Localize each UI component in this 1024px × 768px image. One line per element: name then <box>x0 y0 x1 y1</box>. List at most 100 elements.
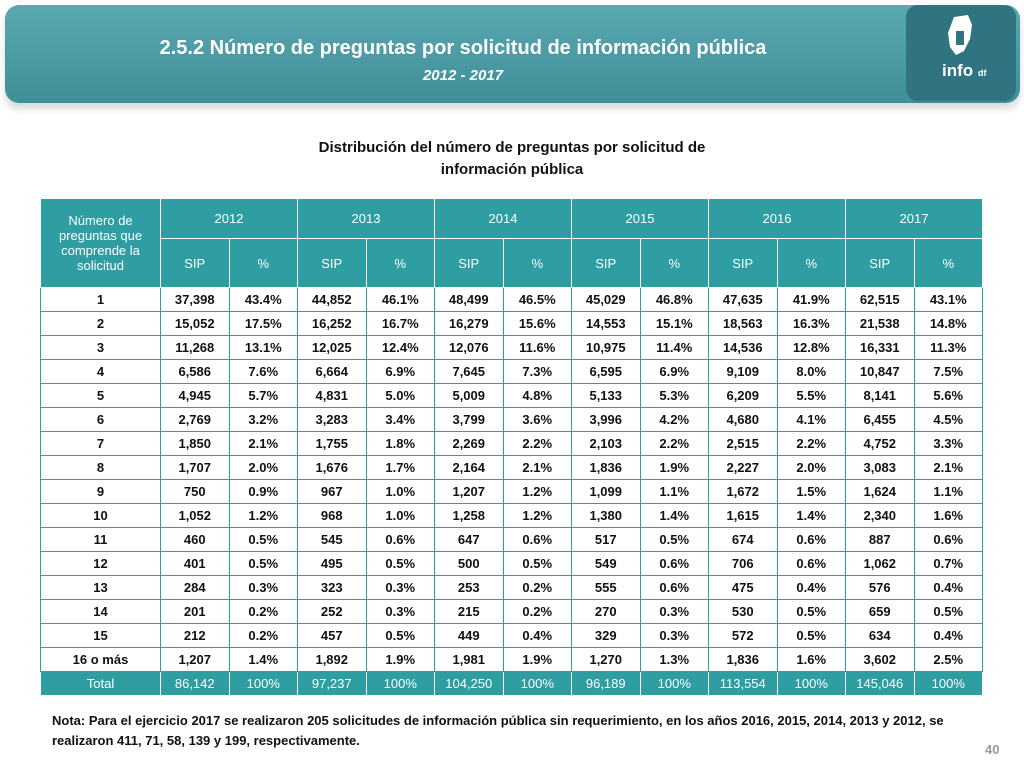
cell: 2.2% <box>776 431 846 456</box>
row-label: 10 <box>40 503 161 528</box>
cell: 2.1% <box>913 455 983 480</box>
total-cell: 104,250 <box>434 671 504 696</box>
logo-icon <box>948 15 972 55</box>
cell: 1,892 <box>297 647 367 672</box>
cell: 0.2% <box>228 623 298 648</box>
cell: 45,029 <box>571 287 641 312</box>
cell: 500 <box>434 551 504 576</box>
cell: 1.7% <box>365 455 435 480</box>
data-row: 4 6,586 7.6% 6,664 6.9% 7,645 7.3% 6,595 6.9% 9,1… <box>40 359 983 384</box>
cell: 1.3% <box>639 647 709 672</box>
cell: 457 <box>297 623 367 648</box>
cell: 1.9% <box>639 455 709 480</box>
total-label: Total <box>40 671 161 696</box>
data-row: 12 401 0.5% 495 0.5% 500 0.5% 549 0.6% 706 0.6% 1,0… <box>40 551 983 576</box>
cell: 647 <box>434 527 504 552</box>
cell: 1.2% <box>502 503 572 528</box>
cell: 1.4% <box>228 647 298 672</box>
sub-header: SIP <box>845 238 915 288</box>
cell: 15,052 <box>160 311 230 336</box>
cell: 449 <box>434 623 504 648</box>
cell: 1,062 <box>845 551 915 576</box>
cell: 16,331 <box>845 335 915 360</box>
cell: 2,227 <box>708 455 778 480</box>
cell: 0.5% <box>228 527 298 552</box>
cell: 212 <box>160 623 230 648</box>
cell: 1.9% <box>502 647 572 672</box>
row-label: 3 <box>40 335 161 360</box>
cell: 12.4% <box>365 335 435 360</box>
data-row: 9 750 0.9% 967 1.0% 1,207 1.2% 1,099 1.1% 1,672 1.… <box>40 479 983 504</box>
cell: 968 <box>297 503 367 528</box>
cell: 8.0% <box>776 359 846 384</box>
data-row: 5 4,945 5.7% 4,831 5.0% 5,009 4.8% 5,133 5.3% 6,2… <box>40 383 983 408</box>
data-row: 14 201 0.2% 252 0.3% 215 0.2% 270 0.3% 530 0.5% 659… <box>40 599 983 624</box>
cell: 572 <box>708 623 778 648</box>
data-row: 15 212 0.2% 457 0.5% 449 0.4% 329 0.3% 572 0.5% 634… <box>40 623 983 648</box>
cell: 517 <box>571 527 641 552</box>
row-label: 12 <box>40 551 161 576</box>
cell: 5.3% <box>639 383 709 408</box>
cell: 887 <box>845 527 915 552</box>
cell: 1.1% <box>639 479 709 504</box>
cell: 401 <box>160 551 230 576</box>
cell: 1.4% <box>639 503 709 528</box>
cell: 0.2% <box>502 599 572 624</box>
slide-title: 2.5.2 Número de preguntas por solicitud … <box>159 37 767 59</box>
cell: 0.9% <box>228 479 298 504</box>
total-cell: 96,189 <box>571 671 641 696</box>
cell: 5.5% <box>776 383 846 408</box>
cell: 549 <box>571 551 641 576</box>
cell: 4,680 <box>708 407 778 432</box>
cell: 1.6% <box>776 647 846 672</box>
table-title: Distribución del número de preguntas por… <box>318 139 706 178</box>
cell: 1,258 <box>434 503 504 528</box>
total-cell: 100% <box>913 671 983 696</box>
cell: 46.5% <box>502 287 572 312</box>
cell: 0.3% <box>365 599 435 624</box>
cell: 1,707 <box>160 455 230 480</box>
sub-header: % <box>913 238 983 288</box>
cell: 13.1% <box>228 335 298 360</box>
cell: 2.0% <box>776 455 846 480</box>
cell: 0.4% <box>913 623 983 648</box>
cell: 252 <box>297 599 367 624</box>
cell: 2,515 <box>708 431 778 456</box>
cell: 15.6% <box>502 311 572 336</box>
row-label: 9 <box>40 479 161 504</box>
cell: 2.0% <box>228 455 298 480</box>
cell: 0.5% <box>776 599 846 624</box>
cell: 11.4% <box>639 335 709 360</box>
cell: 0.5% <box>913 599 983 624</box>
cell: 12.8% <box>776 335 846 360</box>
cell: 37,398 <box>160 287 230 312</box>
cell: 16.7% <box>365 311 435 336</box>
cell: 2,340 <box>845 503 915 528</box>
cell: 0.2% <box>502 575 572 600</box>
cell: 750 <box>160 479 230 504</box>
cell: 1.9% <box>365 647 435 672</box>
cell: 329 <box>571 623 641 648</box>
cell: 11.6% <box>502 335 572 360</box>
sub-header: % <box>502 238 572 288</box>
cell: 0.6% <box>913 527 983 552</box>
sub-header: % <box>639 238 709 288</box>
cell: 10,975 <box>571 335 641 360</box>
cell: 41.9% <box>776 287 846 312</box>
row-label: 2 <box>40 311 161 336</box>
cell: 7.5% <box>913 359 983 384</box>
cell: 475 <box>708 575 778 600</box>
row-label: 5 <box>40 383 161 408</box>
cell: 6.9% <box>639 359 709 384</box>
cell: 0.5% <box>776 623 846 648</box>
cell: 3,083 <box>845 455 915 480</box>
cell: 43.4% <box>228 287 298 312</box>
cell: 495 <box>297 551 367 576</box>
cell: 0.5% <box>365 551 435 576</box>
cell: 0.4% <box>776 575 846 600</box>
footnote: Nota: Para el ejercicio 2017 se realizar… <box>52 713 944 748</box>
cell: 16.3% <box>776 311 846 336</box>
cell: 4.5% <box>913 407 983 432</box>
header-row: Número de preguntas que comprende la sol… <box>40 198 983 288</box>
